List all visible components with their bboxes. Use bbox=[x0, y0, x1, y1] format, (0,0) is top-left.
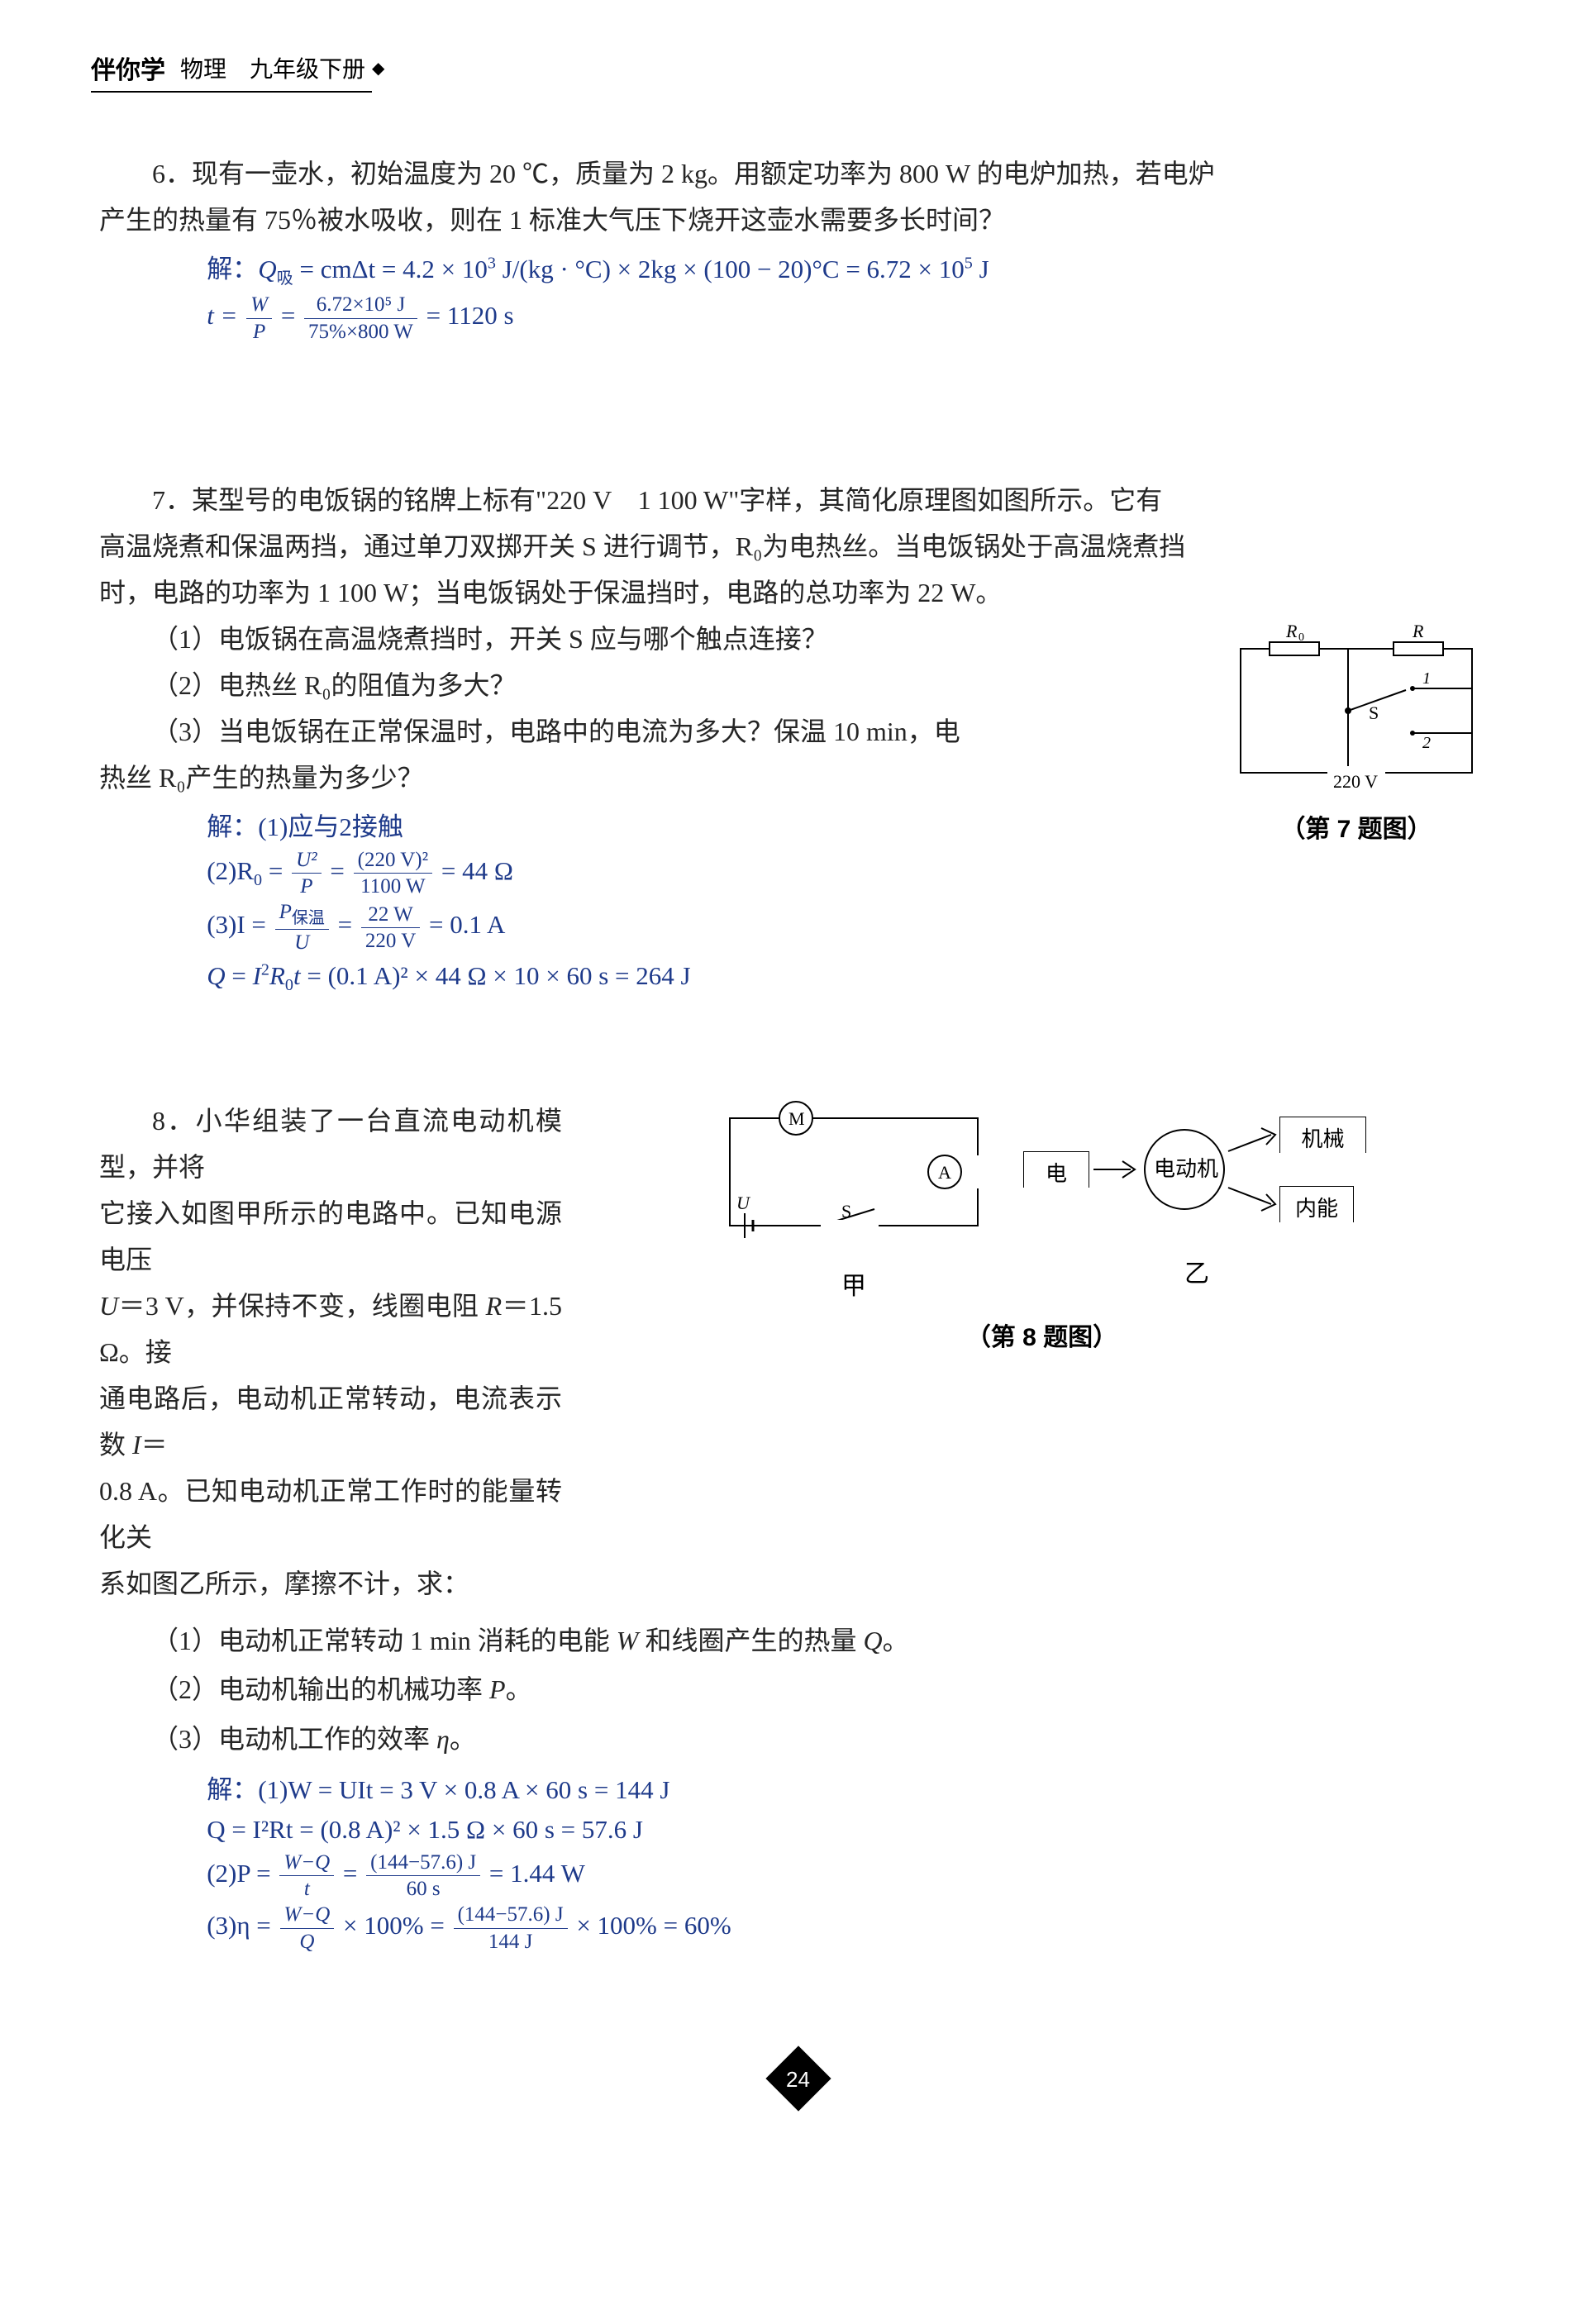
problem-6-solution: 解：Q吸 = cmΔt = 4.2 × 103 J/(kg · °C) × 2k… bbox=[99, 250, 1497, 345]
diagram-8a-label: 甲 bbox=[713, 1265, 994, 1302]
problem-7-text: 时，电路的功率为 1 100 W；当电饭锅处于保温挡时，电路的总功率为 22 W… bbox=[99, 569, 1497, 616]
figure-7-caption: （第 7 题图） bbox=[1216, 808, 1497, 845]
svg-text:2: 2 bbox=[1422, 734, 1431, 752]
problem-8-q3: （3）电动机工作的效率 η。 bbox=[152, 1715, 1497, 1764]
problem-7-text: 7．某型号的电饭锅的铭牌上标有"220 V 1 100 W"字样，其简化原理图如… bbox=[99, 477, 1497, 523]
header-arrow-icon: ◆ bbox=[372, 58, 384, 79]
page-number-text: 24 bbox=[774, 2067, 823, 2093]
solution-line: (3)η = W−QQ × 100% = (144−57.6) J144 J ×… bbox=[207, 1902, 1497, 1955]
page-header: 伴你学 物理 九年级下册 ◆ bbox=[83, 50, 1513, 86]
problem-8-text: 通电路后，电动机正常转动，电流表示数 I＝ bbox=[99, 1375, 562, 1468]
problem-6-text-line1: 6．现有一壶水，初始温度为 20 ℃，质量为 2 kg。用额定功率为 800 W… bbox=[99, 150, 1497, 197]
solution-line: t = WP = 6.72×10⁵ J75%×800 W = 1120 s bbox=[207, 292, 1497, 345]
problem-8: 8．小华组装了一台直流电动机模型，并将 它接入如图甲所示的电路中。已知电源电压 … bbox=[99, 1098, 1497, 1955]
problem-6: 6．现有一壶水，初始温度为 20 ℃，质量为 2 kg。用额定功率为 800 W… bbox=[99, 150, 1497, 345]
problem-8-text: 8．小华组装了一台直流电动机模型，并将 bbox=[99, 1098, 562, 1190]
svg-text:R: R bbox=[1285, 624, 1298, 641]
diagram-8b: 电能 电动机 机械能 内能 乙 bbox=[1023, 1110, 1370, 1289]
book-subtitle: 物理 九年级下册 bbox=[180, 51, 365, 84]
book-title: 伴你学 bbox=[91, 50, 165, 86]
problem-7-text: 高温烧煮和保温两挡，通过单刀双掷开关 S 进行调节，R₀为电热丝。当电饭锅处于高… bbox=[99, 523, 1497, 569]
problem-8-text: 它接入如图甲所示的电路中。已知电源电压 bbox=[99, 1190, 562, 1283]
solution-line: (3)I = P保温U = 22 W220 V = 0.1 A bbox=[207, 899, 1191, 955]
svg-text:A: A bbox=[938, 1162, 951, 1183]
svg-text:220 V: 220 V bbox=[1333, 771, 1378, 789]
solution-line: 解：(1)W = UIt = 3 V × 0.8 A × 60 s = 144 … bbox=[207, 1770, 1497, 1810]
svg-text:电动机: 电动机 bbox=[1154, 1157, 1218, 1181]
solution-line: (2)R0 = U²P = (220 V)²1100 W = 44 Ω bbox=[207, 847, 1191, 900]
problem-8-text: U＝3 V，并保持不变，线圈电阻 R＝1.5 Ω。接 bbox=[99, 1283, 562, 1375]
problem-6-text-line2: 产生的热量有 75％被水吸收，则在 1 标准大气压下烧开这壶水需要多长时间？ bbox=[99, 197, 1497, 243]
problem-8-text: 0.8 A。已知电动机正常工作时的能量转化关 bbox=[99, 1468, 562, 1560]
problem-8-q1: （1）电动机正常转动 1 min 消耗的电能 W 和线圈产生的热量 Q。 bbox=[152, 1617, 1497, 1665]
svg-text:1: 1 bbox=[1422, 669, 1431, 688]
solution-line: 解：(1)应与2接触 bbox=[207, 807, 1191, 847]
page-content: 6．现有一壶水，初始温度为 20 ℃，质量为 2 kg。用额定功率为 800 W… bbox=[83, 150, 1513, 1955]
svg-text:S: S bbox=[841, 1201, 851, 1222]
problem-8-text: 系如图乙所示，摩擦不计，求： bbox=[99, 1560, 1497, 1607]
problem-8-q2: （2）电动机输出的机械功率 P。 bbox=[152, 1665, 1497, 1714]
svg-text:M: M bbox=[788, 1108, 805, 1129]
svg-text:S: S bbox=[1369, 702, 1379, 723]
figure-8-caption: （第 8 题图） bbox=[587, 1317, 1497, 1353]
svg-text:0: 0 bbox=[1298, 631, 1304, 644]
circuit-7-diagram: R0 R S 1 2 220 V bbox=[1224, 624, 1489, 789]
problem-7-q1: （1）电饭锅在高温烧煮挡时，开关 S 应与哪个触点连接？ bbox=[99, 616, 1191, 662]
svg-text:R: R bbox=[1412, 624, 1424, 641]
problem-7: 7．某型号的电饭锅的铭牌上标有"220 V 1 100 W"字样，其简化原理图如… bbox=[99, 477, 1497, 998]
problem-8-solution: 解：(1)W = UIt = 3 V × 0.8 A × 60 s = 144 … bbox=[99, 1770, 1497, 1955]
page-number: 24 bbox=[774, 2054, 823, 2103]
solution-line: Q = I²Rt = (0.8 A)² × 1.5 Ω × 60 s = 57.… bbox=[207, 1810, 1497, 1850]
circuit-8a: M A U bbox=[713, 1098, 994, 1302]
solution-line: (2)P = W−Qt = (144−57.6) J60 s = 1.44 W bbox=[207, 1850, 1497, 1903]
problem-7-q3b: 热丝 R₀产生的热量为多少？ bbox=[99, 755, 1191, 801]
problem-7-solution: 解：(1)应与2接触 (2)R0 = U²P = (220 V)²1100 W … bbox=[99, 807, 1191, 998]
problem-7-q2: （2）电热丝 R₀的阻值为多大？ bbox=[99, 662, 1191, 708]
header-divider bbox=[91, 91, 372, 93]
solution-line: Q = I2R0t = (0.1 A)² × 44 Ω × 10 × 60 s … bbox=[207, 956, 1191, 998]
problem-7-q3: （3）当电饭锅在正常保温时，电路中的电流为多大？保温 10 min，电 bbox=[99, 708, 1191, 755]
diagram-8b-label: 乙 bbox=[1023, 1253, 1370, 1289]
svg-text:U: U bbox=[736, 1193, 751, 1213]
solution-line: 解：Q吸 = cmΔt = 4.2 × 103 J/(kg · °C) × 2k… bbox=[207, 250, 1497, 292]
